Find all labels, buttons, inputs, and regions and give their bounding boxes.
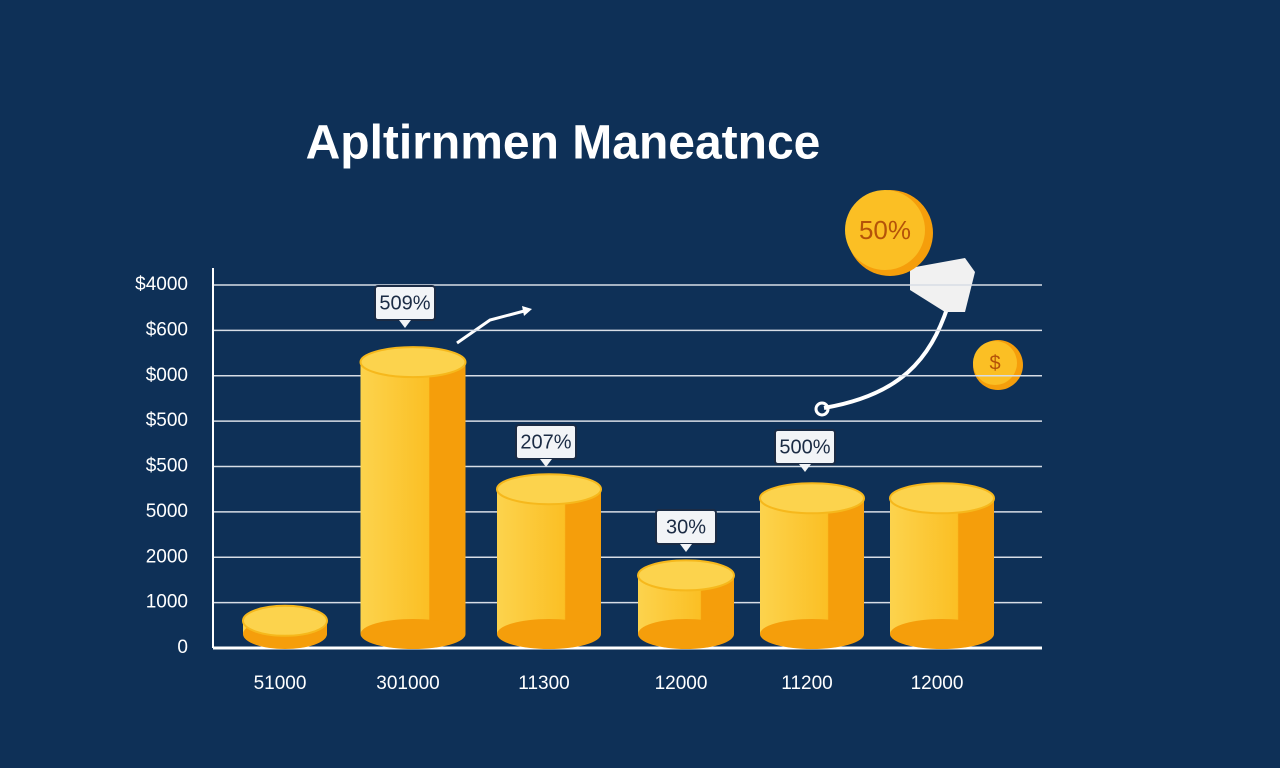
trend-arrow: [456, 308, 529, 345]
curve-end: [814, 401, 830, 417]
y-tick-label: 1000: [146, 592, 188, 613]
y-tick-label: 2000: [146, 546, 188, 567]
callout-pointer: [799, 464, 811, 472]
y-tick-label: $000: [146, 365, 188, 386]
bar: [359, 346, 467, 649]
bar-top: [637, 559, 735, 592]
y-tick-label: 5000: [146, 501, 188, 522]
callout-pointer: [540, 459, 552, 467]
x-tick-label: 51000: [254, 673, 307, 694]
bar-bottom: [890, 619, 994, 649]
y-tick-label: $600: [146, 319, 188, 340]
bar-body: [760, 498, 864, 634]
bar: [496, 473, 602, 649]
arrow-head: [522, 306, 532, 316]
bar-bottom: [638, 619, 734, 649]
bar: [242, 604, 328, 649]
x-tick-label: 12000: [911, 673, 964, 694]
bar: [889, 482, 995, 649]
x-tick-label: 11200: [781, 673, 832, 694]
bar-body: [360, 362, 466, 634]
coin-label: 50%: [859, 215, 911, 245]
bar-bottom: [360, 619, 466, 649]
chart-title: Apltirnmen Maneatnce: [306, 117, 821, 170]
curve-arrow: [823, 305, 950, 410]
y-tick-label: $4000: [135, 274, 188, 295]
bar-bottom: [497, 619, 601, 649]
bar-top: [496, 473, 602, 506]
callout-pointer: [680, 544, 692, 552]
bar-top: [759, 482, 865, 515]
y-tick-label: $500: [146, 410, 188, 431]
coin-face: [973, 341, 1017, 385]
callout-label: 207%: [520, 431, 571, 453]
callout-label: 500%: [779, 436, 830, 458]
x-tick-label: 11300: [518, 673, 569, 694]
callout-pointer: [399, 320, 411, 328]
callout-label: 509%: [379, 292, 430, 314]
coin-face: [845, 190, 925, 270]
callout-label: 30%: [666, 516, 706, 538]
y-tick-label: $500: [146, 456, 188, 477]
bar-bottom: [760, 619, 864, 649]
bar-body: [497, 489, 601, 634]
bar-top: [359, 346, 467, 379]
bar-top: [242, 604, 328, 637]
bar-body: [890, 498, 994, 634]
coin-label: $: [989, 352, 1000, 374]
x-tick-label: 12000: [655, 673, 708, 694]
y-tick-label: 0: [177, 637, 188, 658]
x-tick-label: 301000: [376, 673, 439, 694]
bar-top: [889, 482, 995, 515]
bar: [637, 559, 735, 649]
bar: [759, 482, 865, 649]
